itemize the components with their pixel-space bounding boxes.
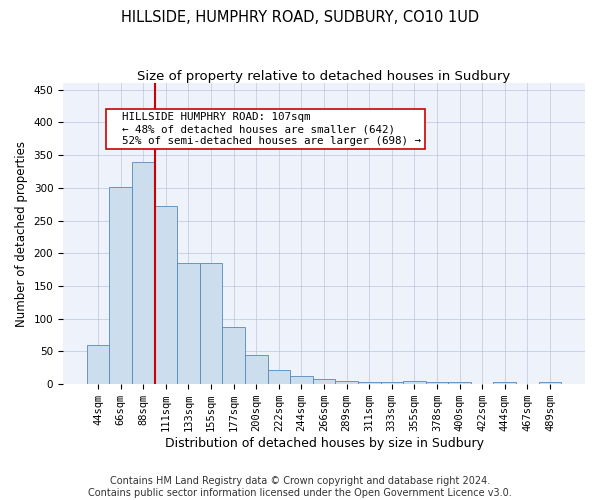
Bar: [539, 382, 561, 384]
Bar: [380, 382, 403, 384]
Bar: [425, 382, 448, 384]
Bar: [403, 381, 425, 384]
Bar: [358, 382, 380, 384]
Title: Size of property relative to detached houses in Sudbury: Size of property relative to detached ho…: [137, 70, 511, 83]
Bar: [109, 187, 132, 384]
Bar: [245, 355, 268, 384]
X-axis label: Distribution of detached houses by size in Sudbury: Distribution of detached houses by size …: [164, 437, 484, 450]
Text: HILLSIDE HUMPHRY ROAD: 107sqm
  ← 48% of detached houses are smaller (642)
  52%: HILLSIDE HUMPHRY ROAD: 107sqm ← 48% of d…: [109, 112, 421, 146]
Bar: [313, 379, 335, 384]
Bar: [155, 206, 177, 384]
Text: Contains HM Land Registry data © Crown copyright and database right 2024.
Contai: Contains HM Land Registry data © Crown c…: [88, 476, 512, 498]
Bar: [200, 263, 223, 384]
Bar: [132, 162, 155, 384]
Bar: [290, 376, 313, 384]
Bar: [223, 326, 245, 384]
Y-axis label: Number of detached properties: Number of detached properties: [15, 140, 28, 326]
Bar: [177, 263, 200, 384]
Text: HILLSIDE, HUMPHRY ROAD, SUDBURY, CO10 1UD: HILLSIDE, HUMPHRY ROAD, SUDBURY, CO10 1U…: [121, 10, 479, 25]
Bar: [335, 381, 358, 384]
Bar: [493, 382, 516, 384]
Bar: [448, 382, 471, 384]
Bar: [268, 370, 290, 384]
Bar: [87, 345, 109, 384]
